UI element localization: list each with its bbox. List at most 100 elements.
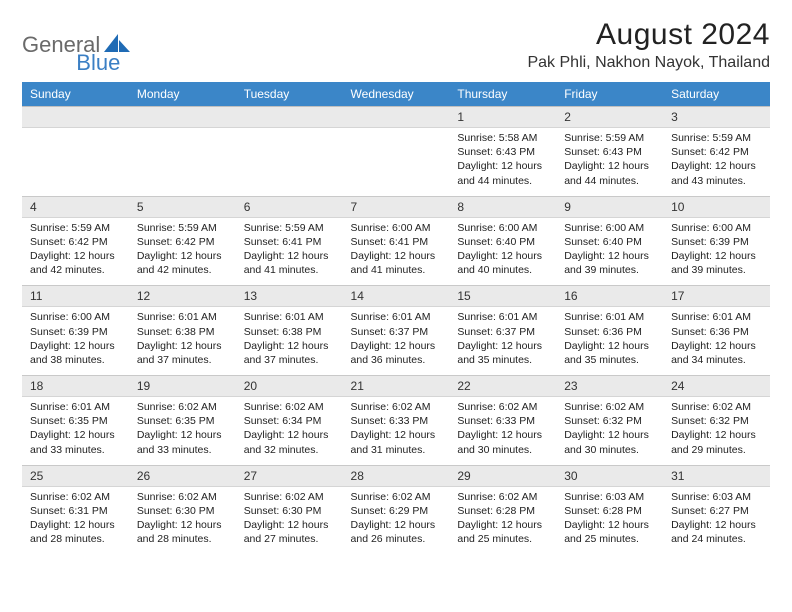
sunrise-text: Sunrise: 5:59 AM bbox=[30, 221, 121, 235]
day-cell: Sunrise: 6:00 AMSunset: 6:41 PMDaylight:… bbox=[343, 217, 450, 286]
sunrise-text: Sunrise: 6:02 AM bbox=[351, 490, 442, 504]
daylight-text-2: and 28 minutes. bbox=[137, 532, 228, 546]
daylight-text-1: Daylight: 12 hours bbox=[30, 428, 121, 442]
logo-text-blue: Blue bbox=[76, 50, 120, 76]
day-cell: Sunrise: 5:59 AMSunset: 6:41 PMDaylight:… bbox=[236, 217, 343, 286]
sunset-text: Sunset: 6:29 PM bbox=[351, 504, 442, 518]
calendar-table: Sunday Monday Tuesday Wednesday Thursday… bbox=[22, 82, 770, 554]
daylight-text-2: and 41 minutes. bbox=[244, 263, 335, 277]
day-number: 10 bbox=[663, 196, 770, 217]
day-number: 8 bbox=[449, 196, 556, 217]
day-cell: Sunrise: 5:59 AMSunset: 6:42 PMDaylight:… bbox=[663, 128, 770, 197]
day-number: 30 bbox=[556, 465, 663, 486]
daylight-text-1: Daylight: 12 hours bbox=[30, 249, 121, 263]
daylight-text-2: and 25 minutes. bbox=[564, 532, 655, 546]
day-number: 7 bbox=[343, 196, 450, 217]
daylight-text-1: Daylight: 12 hours bbox=[244, 428, 335, 442]
sunset-text: Sunset: 6:27 PM bbox=[671, 504, 762, 518]
sunset-text: Sunset: 6:38 PM bbox=[137, 325, 228, 339]
sunset-text: Sunset: 6:31 PM bbox=[30, 504, 121, 518]
daylight-text-2: and 28 minutes. bbox=[30, 532, 121, 546]
daylight-text-1: Daylight: 12 hours bbox=[30, 339, 121, 353]
sunset-text: Sunset: 6:34 PM bbox=[244, 414, 335, 428]
day-detail-row: Sunrise: 6:02 AMSunset: 6:31 PMDaylight:… bbox=[22, 486, 770, 554]
daylight-text-1: Daylight: 12 hours bbox=[564, 428, 655, 442]
sunset-text: Sunset: 6:32 PM bbox=[564, 414, 655, 428]
day-number: 24 bbox=[663, 376, 770, 397]
sunset-text: Sunset: 6:43 PM bbox=[564, 145, 655, 159]
day-number: 14 bbox=[343, 286, 450, 307]
sunrise-text: Sunrise: 6:01 AM bbox=[244, 310, 335, 324]
sunrise-text: Sunrise: 6:00 AM bbox=[30, 310, 121, 324]
sunrise-text: Sunrise: 6:02 AM bbox=[351, 400, 442, 414]
daylight-text-1: Daylight: 12 hours bbox=[137, 339, 228, 353]
daylight-text-1: Daylight: 12 hours bbox=[671, 249, 762, 263]
day-cell: Sunrise: 5:59 AMSunset: 6:43 PMDaylight:… bbox=[556, 128, 663, 197]
sunset-text: Sunset: 6:39 PM bbox=[30, 325, 121, 339]
daylight-text-2: and 44 minutes. bbox=[457, 174, 548, 188]
sunrise-text: Sunrise: 5:59 AM bbox=[671, 131, 762, 145]
sunset-text: Sunset: 6:33 PM bbox=[351, 414, 442, 428]
day-cell: Sunrise: 6:01 AMSunset: 6:38 PMDaylight:… bbox=[129, 307, 236, 376]
day-cell: Sunrise: 5:59 AMSunset: 6:42 PMDaylight:… bbox=[22, 217, 129, 286]
day-cell: Sunrise: 6:02 AMSunset: 6:32 PMDaylight:… bbox=[556, 397, 663, 466]
location-subtitle: Pak Phli, Nakhon Nayok, Thailand bbox=[527, 54, 770, 72]
day-cell bbox=[129, 128, 236, 197]
day-number: 22 bbox=[449, 376, 556, 397]
day-number: 9 bbox=[556, 196, 663, 217]
day-number: 23 bbox=[556, 376, 663, 397]
day-header: Wednesday bbox=[343, 82, 450, 107]
sunrise-text: Sunrise: 6:01 AM bbox=[351, 310, 442, 324]
daylight-text-2: and 37 minutes. bbox=[137, 353, 228, 367]
day-number-row: 45678910 bbox=[22, 196, 770, 217]
month-title: August 2024 bbox=[527, 18, 770, 52]
daylight-text-2: and 42 minutes. bbox=[30, 263, 121, 277]
sunset-text: Sunset: 6:35 PM bbox=[30, 414, 121, 428]
daylight-text-1: Daylight: 12 hours bbox=[457, 518, 548, 532]
day-cell: Sunrise: 6:01 AMSunset: 6:35 PMDaylight:… bbox=[22, 397, 129, 466]
sunset-text: Sunset: 6:41 PM bbox=[351, 235, 442, 249]
day-number: 26 bbox=[129, 465, 236, 486]
sunrise-text: Sunrise: 6:02 AM bbox=[244, 400, 335, 414]
day-cell: Sunrise: 6:02 AMSunset: 6:30 PMDaylight:… bbox=[236, 486, 343, 554]
daylight-text-1: Daylight: 12 hours bbox=[351, 339, 442, 353]
day-header: Tuesday bbox=[236, 82, 343, 107]
day-number: 31 bbox=[663, 465, 770, 486]
day-cell: Sunrise: 6:01 AMSunset: 6:37 PMDaylight:… bbox=[449, 307, 556, 376]
daylight-text-1: Daylight: 12 hours bbox=[457, 249, 548, 263]
sunrise-text: Sunrise: 6:02 AM bbox=[564, 400, 655, 414]
daylight-text-2: and 35 minutes. bbox=[564, 353, 655, 367]
daylight-text-1: Daylight: 12 hours bbox=[137, 428, 228, 442]
day-number: 27 bbox=[236, 465, 343, 486]
daylight-text-2: and 30 minutes. bbox=[564, 443, 655, 457]
sunrise-text: Sunrise: 6:00 AM bbox=[564, 221, 655, 235]
title-block: August 2024 Pak Phli, Nakhon Nayok, Thai… bbox=[527, 18, 770, 72]
day-cell: Sunrise: 6:02 AMSunset: 6:29 PMDaylight:… bbox=[343, 486, 450, 554]
day-number: 16 bbox=[556, 286, 663, 307]
daylight-text-1: Daylight: 12 hours bbox=[30, 518, 121, 532]
day-number: 1 bbox=[449, 107, 556, 128]
sunrise-text: Sunrise: 5:59 AM bbox=[137, 221, 228, 235]
sunrise-text: Sunrise: 6:02 AM bbox=[137, 490, 228, 504]
day-number: 15 bbox=[449, 286, 556, 307]
sunset-text: Sunset: 6:30 PM bbox=[137, 504, 228, 518]
sunset-text: Sunset: 6:36 PM bbox=[671, 325, 762, 339]
sunrise-text: Sunrise: 6:01 AM bbox=[30, 400, 121, 414]
daylight-text-1: Daylight: 12 hours bbox=[564, 159, 655, 173]
daylight-text-1: Daylight: 12 hours bbox=[564, 518, 655, 532]
day-cell: Sunrise: 6:02 AMSunset: 6:33 PMDaylight:… bbox=[343, 397, 450, 466]
daylight-text-2: and 30 minutes. bbox=[457, 443, 548, 457]
sunrise-text: Sunrise: 6:01 AM bbox=[457, 310, 548, 324]
day-cell: Sunrise: 6:01 AMSunset: 6:36 PMDaylight:… bbox=[556, 307, 663, 376]
day-cell: Sunrise: 6:02 AMSunset: 6:35 PMDaylight:… bbox=[129, 397, 236, 466]
daylight-text-1: Daylight: 12 hours bbox=[137, 518, 228, 532]
sunset-text: Sunset: 6:37 PM bbox=[351, 325, 442, 339]
day-number bbox=[22, 107, 129, 128]
sunrise-text: Sunrise: 6:02 AM bbox=[457, 490, 548, 504]
daylight-text-1: Daylight: 12 hours bbox=[671, 159, 762, 173]
day-number: 12 bbox=[129, 286, 236, 307]
daylight-text-2: and 32 minutes. bbox=[244, 443, 335, 457]
daylight-text-2: and 43 minutes. bbox=[671, 174, 762, 188]
sunset-text: Sunset: 6:32 PM bbox=[671, 414, 762, 428]
day-header: Saturday bbox=[663, 82, 770, 107]
